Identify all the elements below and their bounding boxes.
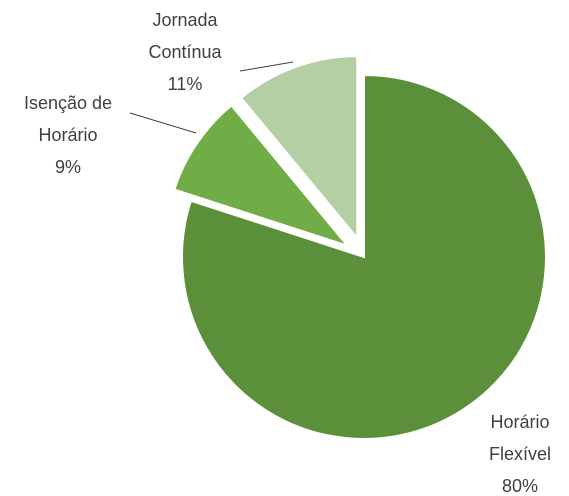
slice-label: Jornada Contínua 11%: [130, 4, 240, 100]
leader-line: [239, 61, 294, 72]
pie-slice: [181, 73, 547, 440]
category-label: Isenção de Horário: [23, 93, 113, 145]
leader-line: [129, 112, 197, 134]
category-label: Horário Flexível: [488, 412, 551, 464]
category-label: Jornada Contínua: [148, 10, 222, 62]
value-label: 80%: [501, 476, 539, 496]
pie-slice: [239, 55, 359, 241]
slice-label: Isenção de Horário 9%: [8, 87, 128, 183]
value-label: 9%: [54, 157, 81, 177]
value-label: 11%: [167, 74, 203, 94]
slice-label: Horário Flexível 80%: [465, 406, 569, 496]
pie-slice: [173, 104, 351, 248]
